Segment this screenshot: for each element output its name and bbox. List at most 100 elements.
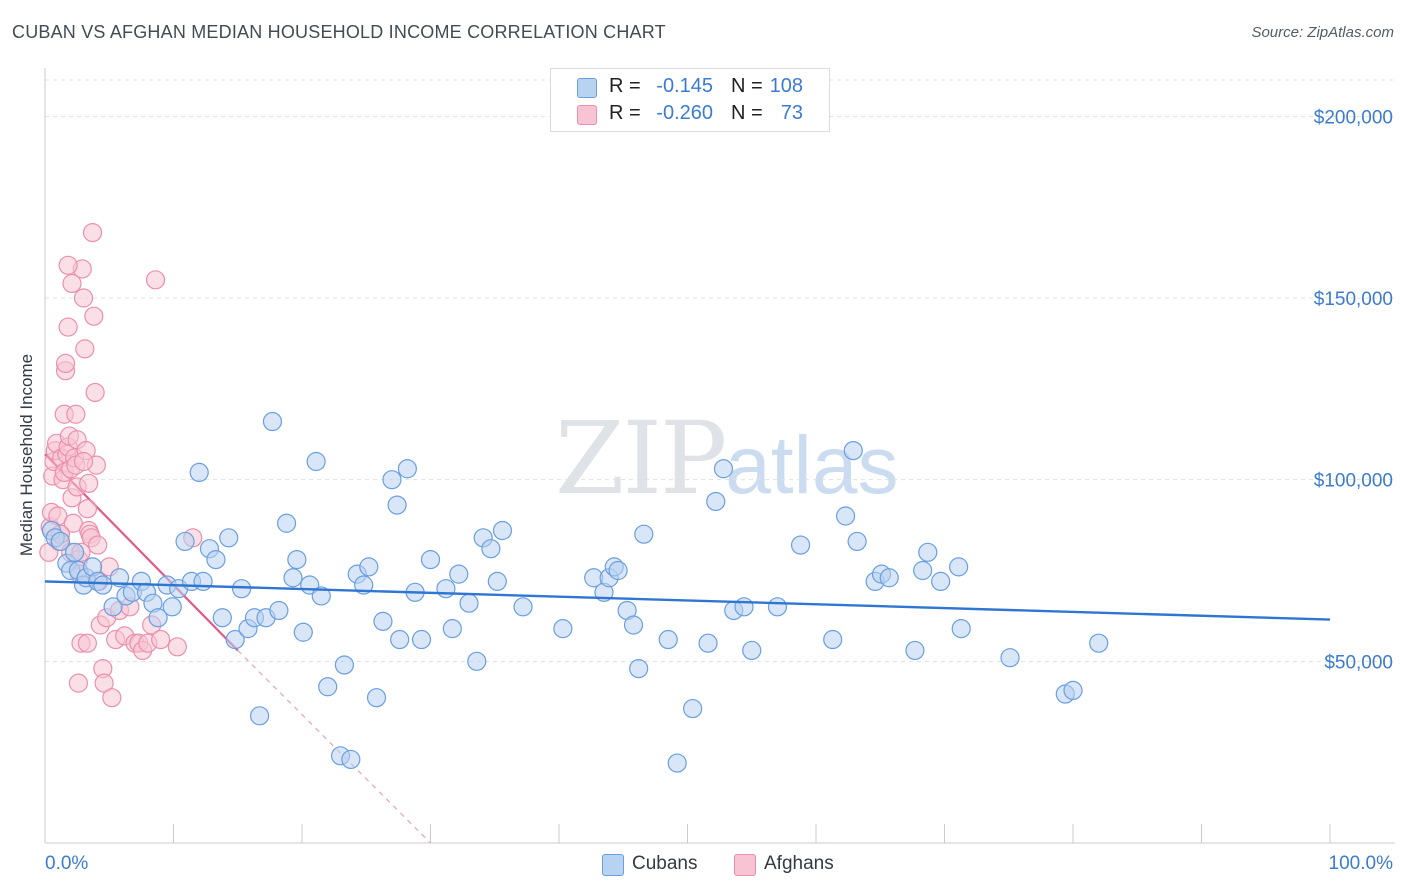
cuban-point bbox=[373, 611, 393, 631]
cuban-point bbox=[411, 629, 432, 650]
cuban-point bbox=[706, 491, 726, 512]
cuban-point bbox=[667, 753, 687, 773]
cuban-point bbox=[109, 568, 130, 588]
afghan-point bbox=[167, 637, 187, 657]
afghan-point bbox=[58, 317, 78, 337]
afghan-point bbox=[62, 273, 82, 294]
cuban-point bbox=[459, 593, 479, 613]
cuban-point bbox=[189, 462, 209, 482]
cuban-point bbox=[225, 629, 245, 650]
cuban-point bbox=[366, 688, 387, 708]
cuban-point bbox=[629, 658, 649, 679]
cuban-point bbox=[318, 677, 338, 697]
cuban-point bbox=[293, 622, 313, 642]
cuban-point bbox=[359, 557, 379, 577]
y-axis-label: Median Household Income bbox=[17, 353, 36, 557]
source-label: Source: ZipAtlas.com bbox=[1251, 24, 1394, 41]
cuban-point bbox=[847, 531, 867, 552]
afghan-point bbox=[75, 339, 95, 359]
cubans-swatch bbox=[577, 78, 597, 98]
afghan-point bbox=[88, 535, 108, 555]
chart-title: CUBAN VS AFGHAN MEDIAN HOUSEHOLD INCOME … bbox=[12, 22, 666, 42]
cuban-point bbox=[382, 470, 402, 490]
y-tick-label: $200,000 bbox=[1314, 107, 1393, 128]
cuban-point bbox=[658, 629, 678, 650]
cuban-point bbox=[287, 549, 307, 570]
x-tick-label-min: 0.0% bbox=[45, 853, 88, 874]
afghans-r-value: -0.260 bbox=[656, 102, 713, 124]
afghan-point bbox=[58, 255, 78, 275]
cuban-point bbox=[698, 633, 718, 653]
cuban-point bbox=[835, 506, 856, 526]
afghan-point bbox=[63, 513, 83, 533]
y-tick-label: $50,000 bbox=[1324, 652, 1393, 673]
afghans-swatch bbox=[577, 105, 597, 125]
cuban-point bbox=[734, 597, 754, 617]
afghan-point bbox=[55, 353, 76, 373]
cuban-point bbox=[487, 571, 507, 592]
cuban-point bbox=[790, 535, 811, 555]
cuban-point bbox=[212, 608, 232, 628]
afghan-point bbox=[73, 288, 94, 308]
afghans-r-label: R = bbox=[609, 102, 641, 124]
afghan-point bbox=[84, 306, 104, 326]
tick-labels: $50,000 $100,000 $150,000 $200,000 0.0% 100.0… bbox=[45, 107, 1393, 874]
cuban-point bbox=[249, 706, 270, 726]
cuban-point bbox=[1000, 648, 1020, 668]
afghan-point bbox=[102, 688, 122, 708]
cuban-point bbox=[148, 608, 168, 628]
cuban-point bbox=[397, 459, 417, 479]
cuban-point bbox=[623, 615, 644, 635]
cuban-point bbox=[1089, 633, 1109, 653]
cuban-point bbox=[553, 619, 573, 639]
cuban-point bbox=[951, 619, 971, 639]
data-points bbox=[39, 223, 1109, 773]
cuban-point bbox=[634, 524, 654, 544]
cuban-point bbox=[219, 528, 239, 548]
cuban-point bbox=[162, 597, 182, 617]
cuban-trend-group bbox=[44, 580, 1331, 621]
cubans-n-label: N = bbox=[731, 75, 763, 97]
cuban-point bbox=[513, 597, 533, 617]
cuban-point bbox=[341, 749, 361, 770]
cuban-point bbox=[387, 495, 407, 515]
cuban-point bbox=[843, 441, 863, 461]
afghans-legend-swatch bbox=[734, 854, 756, 876]
axes bbox=[44, 68, 1395, 844]
cuban-point bbox=[206, 549, 226, 570]
cuban-point bbox=[931, 571, 951, 592]
afghans-n-label: N = bbox=[731, 102, 763, 124]
cuban-point bbox=[913, 560, 933, 581]
cuban-point bbox=[64, 542, 85, 562]
afghan-point bbox=[77, 633, 98, 653]
cuban-point bbox=[823, 629, 843, 650]
afghan-point bbox=[73, 451, 94, 472]
cuban-point bbox=[949, 557, 969, 577]
cuban-point bbox=[879, 568, 899, 588]
afghan-point bbox=[68, 673, 89, 693]
y-tick-label: $150,000 bbox=[1314, 289, 1393, 310]
afghan-point bbox=[82, 223, 103, 243]
afghans-n-value: 73 bbox=[780, 102, 803, 124]
afghan-point bbox=[151, 629, 171, 650]
correlation-legend: R = -0.145 N = 108 R = -0.260 N = 73 bbox=[550, 68, 830, 132]
cuban-point bbox=[269, 600, 289, 621]
cuban-point bbox=[262, 411, 283, 432]
cuban-point bbox=[283, 568, 303, 588]
legend-row-cubans: R = -0.145 N = 108 bbox=[551, 73, 829, 101]
afghan-point bbox=[145, 270, 166, 290]
afghan-point bbox=[85, 382, 105, 403]
cuban-point bbox=[905, 640, 925, 661]
afghan-point bbox=[66, 404, 86, 424]
afghan-point bbox=[77, 499, 98, 519]
cuban-point bbox=[436, 579, 456, 599]
gridlines bbox=[45, 79, 1395, 662]
afghans-legend-label: Afghans bbox=[764, 853, 834, 874]
cuban-point bbox=[767, 597, 788, 617]
cuban-point bbox=[742, 640, 762, 661]
cuban-trend-line bbox=[44, 580, 1331, 621]
cuban-point bbox=[1063, 680, 1083, 701]
cuban-point bbox=[492, 520, 513, 541]
cubans-legend-label: Cubans bbox=[632, 853, 698, 874]
cuban-point bbox=[334, 655, 355, 675]
